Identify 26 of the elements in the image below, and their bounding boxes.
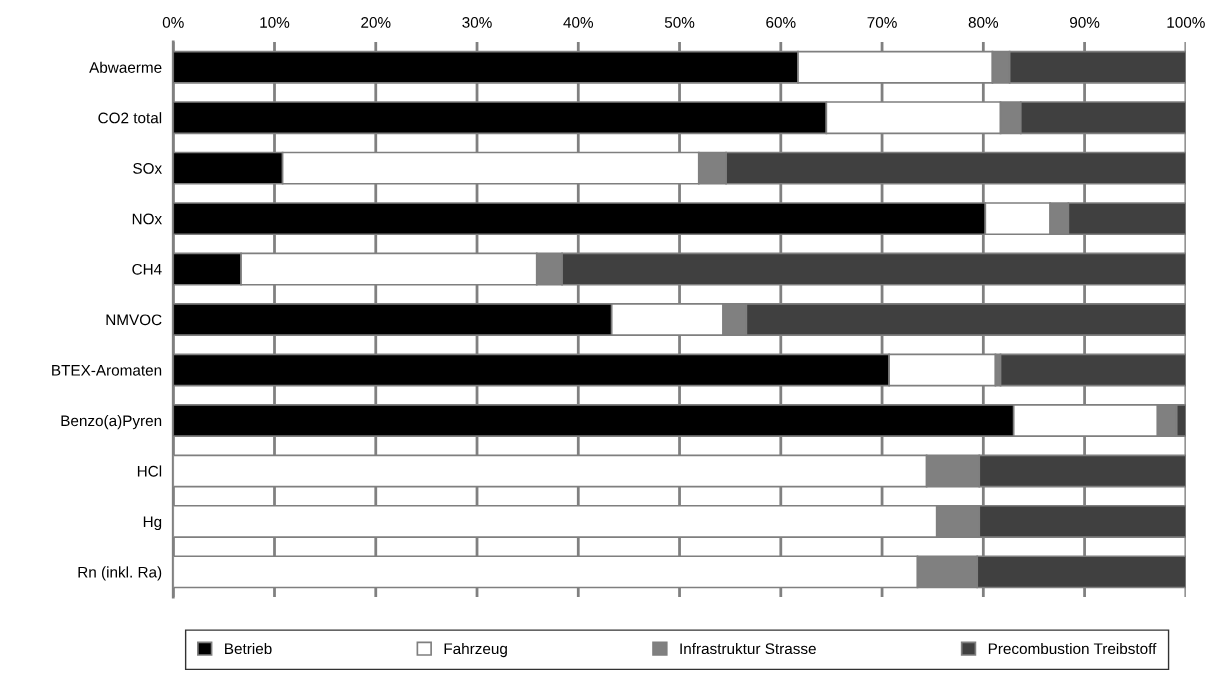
y-tick-label: CH4 xyxy=(132,263,162,275)
x-tick-label: 60% xyxy=(766,17,796,28)
y-tick-label: Rn (inkl. Ra) xyxy=(78,566,162,581)
x-tick-label: 0% xyxy=(162,17,184,28)
x-tick-label: 100% xyxy=(1167,17,1205,28)
x-tick-label: 10% xyxy=(260,17,290,28)
x-tick-label: 80% xyxy=(968,17,999,28)
legend-label: Betrieb xyxy=(225,642,272,655)
y-tick-label: HCl xyxy=(137,465,162,477)
legend-label: Fahrzeug xyxy=(444,642,507,658)
x-tick-label: 20% xyxy=(361,17,391,28)
y-tick-label: NMVOC xyxy=(106,314,162,326)
y-tick-label: BTEX-Aromaten xyxy=(52,365,162,376)
y-tick-label: NOx xyxy=(132,213,162,225)
y-tick-label: Abwaerme xyxy=(89,61,162,73)
x-tick-label: 90% xyxy=(1070,17,1100,28)
legend-label: Infrastruktur Strasse xyxy=(680,642,816,655)
y-tick-label: SOx xyxy=(133,163,162,174)
x-tick-label: 30% xyxy=(462,17,492,28)
y-tick-label: Hg xyxy=(143,516,162,531)
x-tick-label: 40% xyxy=(563,17,594,28)
x-tick-label: 50% xyxy=(664,17,695,28)
legend-label: Precombustion Treibstoff xyxy=(988,642,1157,655)
y-tick-label: Benzo(a)Pyren xyxy=(61,414,162,430)
x-tick-label: 70% xyxy=(867,17,897,28)
y-tick-label: CO2 total xyxy=(98,112,162,124)
